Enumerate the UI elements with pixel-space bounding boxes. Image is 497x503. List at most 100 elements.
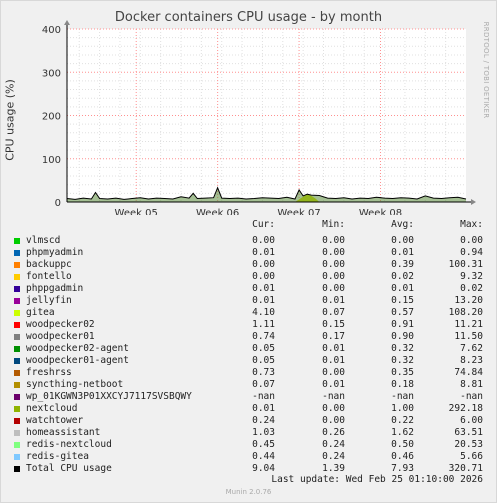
legend-swatch — [14, 466, 20, 472]
legend-swatch — [14, 394, 20, 400]
legend-value-max: 13.20 — [454, 295, 483, 306]
legend-value-min: 0.26 — [322, 427, 345, 438]
legend-value-avg: 0.39 — [391, 259, 414, 270]
legend-series-name: woodpecker02 — [26, 319, 95, 330]
legend-value-max: 11.21 — [454, 319, 483, 330]
legend-value-cur: 0.45 — [252, 439, 275, 450]
legend-value-max: 20.53 — [454, 439, 483, 450]
legend-value-avg: 0.01 — [391, 247, 414, 258]
legend-value-avg: 0.46 — [391, 451, 414, 462]
chart-title: Docker containers CPU usage - by month — [114, 10, 383, 25]
legend-value-max: 0.02 — [460, 283, 483, 294]
legend-swatch — [14, 310, 20, 316]
legend-value-max: 0.00 — [460, 235, 483, 246]
legend-value-min: 0.00 — [322, 403, 345, 414]
legend-value-avg: 0.15 — [391, 295, 414, 306]
legend-value-cur: 0.01 — [252, 247, 275, 258]
legend-value-min: -nan — [322, 391, 345, 402]
legend-value-min: 0.24 — [322, 451, 345, 462]
cpu-chart: 0 100 200 300 400 Week 05 Week 06 Week 07 Week 0… — [42, 20, 476, 215]
legend-series-name: jellyfin — [26, 295, 72, 306]
legend-series-name: watchtower — [26, 415, 84, 426]
legend-value-avg: -nan — [391, 391, 414, 402]
legend-row: nextcloud 0.01 0.00 1.00 292.18 — [0, 403, 497, 415]
y-tick-label: 100 — [42, 155, 61, 166]
legend-value-min: 0.00 — [322, 271, 345, 282]
legend-value-avg: 7.93 — [391, 463, 414, 474]
legend-value-max: 74.84 — [454, 367, 483, 378]
legend-value-max: -nan — [460, 391, 483, 402]
legend-value-min: 0.00 — [322, 415, 345, 426]
legend-row: freshrss 0.73 0.00 0.35 74.84 — [0, 367, 497, 379]
legend-value-min: 0.07 — [322, 307, 345, 318]
legend-value-cur: 0.05 — [252, 355, 275, 366]
legend-row: woodpecker01 0.74 0.17 0.90 11.50 — [0, 331, 497, 343]
legend-row: syncthing-netboot 0.07 0.01 0.18 8.81 — [0, 379, 497, 391]
legend-row: phpmyadmin 0.01 0.00 0.01 0.94 — [0, 247, 497, 259]
legend-swatch — [14, 382, 20, 388]
legend-value-cur: 0.00 — [252, 271, 275, 282]
legend-value-max: 0.94 — [460, 247, 483, 258]
legend-value-cur: 0.07 — [252, 379, 275, 390]
legend-series-name: homeassistant — [26, 427, 101, 438]
x-tick-label: Week 06 — [196, 208, 239, 215]
legend-value-min: 0.00 — [322, 367, 345, 378]
legend-swatch — [14, 406, 20, 412]
legend-value-max: 11.50 — [454, 331, 483, 342]
legend-value-avg: 0.00 — [391, 235, 414, 246]
legend-series-name: fontello — [26, 271, 72, 282]
legend-row: vlmscd 0.00 0.00 0.00 0.00 — [0, 235, 497, 247]
legend-row: wp_01KGWN3P01XXCYJ7117SVSBQWY -nan -nan -na… — [0, 391, 497, 403]
x-axis-arrow — [471, 199, 476, 205]
legend-value-min: 0.00 — [322, 259, 345, 270]
legend-series-name: backuppc — [26, 259, 72, 270]
legend-series-name: woodpecker01-agent — [26, 355, 129, 366]
legend-value-cur: 0.74 — [252, 331, 275, 342]
legend-swatch — [14, 430, 20, 436]
legend-series-name: redis-nextcloud — [26, 439, 112, 450]
legend-value-cur: 0.44 — [252, 451, 275, 462]
legend-row: jellyfin 0.01 0.01 0.15 13.20 — [0, 295, 497, 307]
legend-series-name: redis-gitea — [26, 451, 89, 462]
legend-swatch — [14, 346, 20, 352]
legend-value-min: 1.39 — [322, 463, 345, 474]
legend-value-min: 0.00 — [322, 283, 345, 294]
y-tick-label: 300 — [42, 68, 61, 79]
x-tick-label: Week 07 — [277, 208, 320, 215]
legend-value-min: 0.01 — [322, 295, 345, 306]
legend-value-avg: 0.32 — [391, 343, 414, 354]
legend-series-name: Total CPU usage — [26, 463, 112, 474]
legend-value-min: 0.01 — [322, 355, 345, 366]
legend-row: woodpecker02 1.11 0.15 0.91 11.21 — [0, 319, 497, 331]
legend-value-min: 0.01 — [322, 379, 345, 390]
legend-series-name: woodpecker01 — [26, 331, 95, 342]
legend-value-max: 9.32 — [460, 271, 483, 282]
x-tick-label: Week 05 — [115, 208, 158, 215]
legend-value-avg: 0.01 — [391, 283, 414, 294]
legend-swatch — [14, 442, 20, 448]
legend-value-avg: 0.35 — [391, 367, 414, 378]
legend-value-min: 0.15 — [322, 319, 345, 330]
legend-value-max: 6.00 — [460, 415, 483, 426]
legend-value-cur: -nan — [252, 391, 275, 402]
last-update: Last update: Wed Feb 25 01:10:00 2026 — [271, 474, 483, 485]
legend-value-cur: 1.11 — [252, 319, 275, 330]
series-line-total — [66, 186, 467, 200]
legend-header: Cur: Min: Avg: Max: — [0, 219, 497, 231]
legend-swatch — [14, 238, 20, 244]
legend-row: woodpecker02-agent 0.05 0.01 0.32 7.62 — [0, 343, 497, 355]
y-tick-label: 200 — [42, 112, 61, 123]
legend-value-cur: 0.24 — [252, 415, 275, 426]
legend-header-cur: Cur: — [252, 219, 275, 230]
legend-row: fontello 0.00 0.00 0.02 9.32 — [0, 271, 497, 283]
legend-swatch — [14, 418, 20, 424]
legend-value-cur: 1.03 — [252, 427, 275, 438]
legend-series-name: gitea — [26, 307, 55, 318]
legend-value-max: 100.31 — [448, 259, 483, 270]
legend-header-min: Min: — [322, 219, 345, 230]
legend-value-cur: 0.01 — [252, 403, 275, 414]
legend-value-avg: 0.57 — [391, 307, 414, 318]
legend-value-avg: 0.50 — [391, 439, 414, 450]
legend-row: Total CPU usage 9.04 1.39 7.93 320.71 — [0, 463, 497, 475]
legend-value-min: 0.01 — [322, 343, 345, 354]
